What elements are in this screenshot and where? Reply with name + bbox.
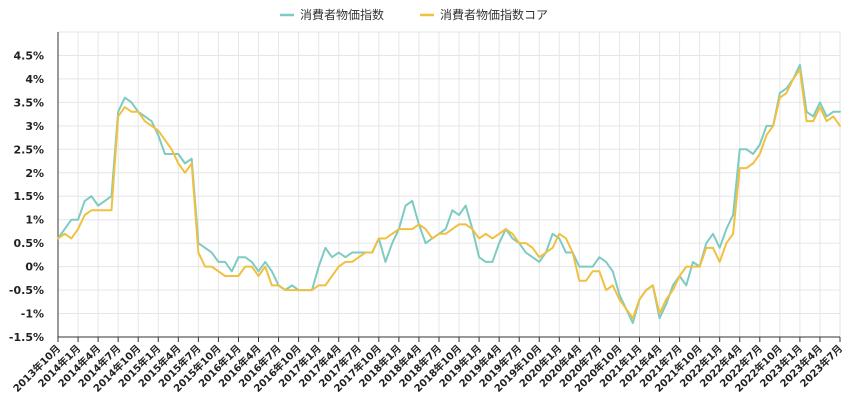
y-tick-label: 2.5% [13, 143, 44, 156]
y-tick-label: 1% [25, 214, 44, 227]
y-tick-label: 3% [25, 120, 44, 133]
legend-label: 消費者物価指数 [300, 7, 384, 22]
y-tick-label: -1% [21, 308, 44, 321]
grid [57, 31, 841, 338]
y-tick-label: 0% [25, 261, 44, 274]
y-tick-label: 1.5% [13, 190, 44, 203]
y-tick-label: 4.5% [13, 49, 44, 62]
legend[interactable]: 消費者物価指数 消費者物価指数コア [280, 7, 548, 22]
y-tick-label: 0.5% [13, 237, 44, 250]
y-tick-label: 3.5% [13, 96, 44, 109]
y-tick-label: -0.5% [9, 284, 44, 297]
y-tick-label: -1.5% [9, 331, 44, 344]
series-lines [57, 63, 841, 324]
series-line-2 [57, 68, 841, 320]
y-tick-label: 4% [25, 73, 44, 86]
series-line-1 [57, 63, 841, 324]
legend-label: 消費者物価指数コア [440, 7, 548, 22]
legend-item-2[interactable]: 消費者物価指数コア [420, 7, 548, 22]
y-tick-label: 2% [25, 167, 44, 180]
legend-item-1[interactable]: 消費者物価指数 [280, 7, 384, 22]
